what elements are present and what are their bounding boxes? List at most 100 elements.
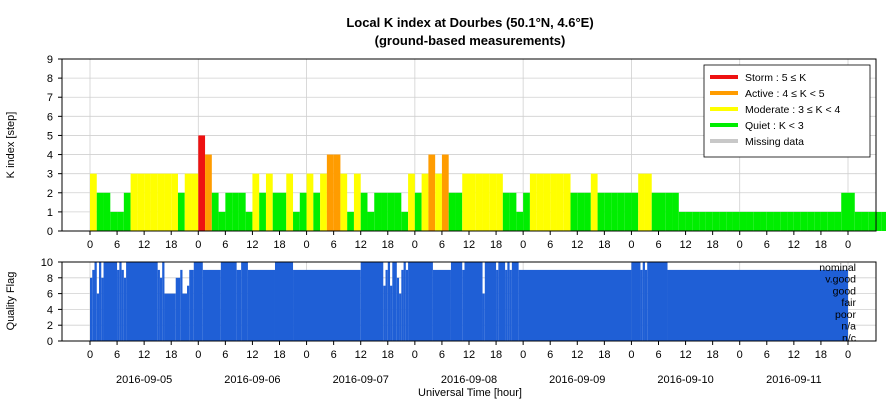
k-ytick-label: 7 bbox=[47, 92, 53, 104]
k-bar bbox=[408, 173, 415, 231]
q-bar bbox=[498, 262, 506, 341]
k-bar bbox=[218, 211, 226, 231]
q-bar bbox=[401, 269, 404, 341]
k-bar bbox=[313, 192, 321, 231]
k-bar bbox=[117, 211, 124, 231]
q-xtick-label: 6 bbox=[439, 349, 445, 361]
q-bar bbox=[241, 262, 248, 341]
k-bar bbox=[401, 211, 409, 231]
k-bar bbox=[563, 173, 571, 231]
k-ytick-label: 8 bbox=[47, 73, 53, 85]
k-bar bbox=[414, 192, 422, 231]
q-bar bbox=[408, 262, 433, 341]
q-bar bbox=[293, 269, 361, 341]
k-xtick-label: 12 bbox=[571, 239, 583, 251]
q-xtick-label: 12 bbox=[138, 349, 150, 361]
k-bar bbox=[760, 211, 767, 231]
k-bar bbox=[523, 192, 530, 231]
k-xtick-label: 12 bbox=[679, 239, 691, 251]
k-bars bbox=[90, 135, 886, 231]
q-bar bbox=[94, 262, 97, 341]
k-ytick-label: 1 bbox=[47, 207, 53, 219]
k-xtick-label: 18 bbox=[707, 239, 719, 251]
chart-subtitle: (ground-based measurements) bbox=[375, 33, 566, 48]
q-xtick-label: 6 bbox=[764, 349, 770, 361]
q-bar bbox=[193, 262, 203, 341]
k-bar bbox=[617, 192, 625, 231]
k-bar bbox=[841, 192, 848, 231]
k-bar bbox=[550, 173, 557, 231]
k-bar bbox=[705, 211, 713, 231]
k-bar bbox=[448, 192, 456, 231]
chart-title: Local K index at Dourbes (50.1°N, 4.6°E) bbox=[346, 15, 593, 30]
k-bar bbox=[245, 211, 253, 231]
q-bar bbox=[405, 269, 409, 341]
q-bar bbox=[667, 269, 848, 341]
legend-label: Missing data bbox=[745, 136, 804, 148]
k-bar bbox=[238, 192, 246, 231]
q-bar bbox=[187, 285, 190, 341]
k-ytick-label: 6 bbox=[47, 111, 53, 123]
q-xtick-label: 12 bbox=[788, 349, 800, 361]
k-bar bbox=[516, 211, 524, 231]
q-bar bbox=[162, 262, 165, 341]
k-bar bbox=[265, 173, 273, 231]
q-level-label: nominal bbox=[819, 262, 856, 274]
k-bar bbox=[171, 173, 178, 231]
k-bar bbox=[286, 173, 294, 231]
q-bar bbox=[92, 269, 95, 341]
q-bar bbox=[182, 293, 188, 341]
k-ytick-label: 4 bbox=[47, 150, 53, 162]
k-bar bbox=[428, 154, 436, 231]
k-bar bbox=[110, 211, 118, 231]
k-bar bbox=[469, 173, 476, 231]
k-bar bbox=[211, 192, 219, 231]
q-xtick-label: 0 bbox=[628, 349, 634, 361]
k-xtick-label: 12 bbox=[138, 239, 150, 251]
q-ytick-label: 4 bbox=[47, 304, 53, 316]
legend-label: Quiet : K < 3 bbox=[745, 120, 804, 132]
q-ytick-label: 8 bbox=[47, 273, 53, 285]
k-bar bbox=[868, 211, 876, 231]
k-bar bbox=[232, 192, 239, 231]
k-ytick-label: 2 bbox=[47, 188, 53, 200]
k-bar bbox=[502, 192, 510, 231]
q-bar bbox=[644, 269, 648, 341]
q-xtick-label: 6 bbox=[331, 349, 337, 361]
k-bar bbox=[198, 135, 206, 231]
k-bar bbox=[462, 173, 469, 231]
k-bar bbox=[347, 211, 354, 231]
k-xtick-label: 18 bbox=[165, 239, 177, 251]
q-bar bbox=[464, 262, 483, 341]
q-level-label: poor bbox=[835, 309, 857, 321]
k-bar bbox=[482, 173, 490, 231]
q-bar bbox=[96, 293, 100, 341]
q-xtick-label: 18 bbox=[382, 349, 394, 361]
legend-label: Storm : 5 ≤ K bbox=[745, 72, 806, 84]
q-xtick-label: 18 bbox=[273, 349, 285, 361]
k-bar bbox=[367, 211, 375, 231]
k-xtick-label: 18 bbox=[815, 239, 827, 251]
k-bar bbox=[746, 211, 754, 231]
k-bar bbox=[259, 192, 266, 231]
k-bar bbox=[293, 211, 300, 231]
q-xtick-label: 0 bbox=[412, 349, 418, 361]
k-bar bbox=[773, 211, 781, 231]
q-xtick-label: 18 bbox=[165, 349, 177, 361]
q-xtick-label: 12 bbox=[246, 349, 258, 361]
k-bar bbox=[441, 154, 449, 231]
q-xtick-label: 0 bbox=[304, 349, 310, 361]
k-bar bbox=[177, 192, 185, 231]
k-ytick-label: 5 bbox=[47, 130, 53, 142]
q-bar bbox=[640, 269, 643, 341]
k-bar bbox=[252, 173, 260, 231]
k-bar bbox=[672, 192, 679, 231]
q-xtick-label: 12 bbox=[571, 349, 583, 361]
k-xtick-label: 6 bbox=[439, 239, 445, 251]
q-xtick-label: 0 bbox=[520, 349, 526, 361]
q-bar bbox=[121, 269, 124, 341]
q-bar bbox=[175, 277, 181, 341]
k-bar bbox=[604, 192, 612, 231]
q-xtick-label: 18 bbox=[490, 349, 502, 361]
